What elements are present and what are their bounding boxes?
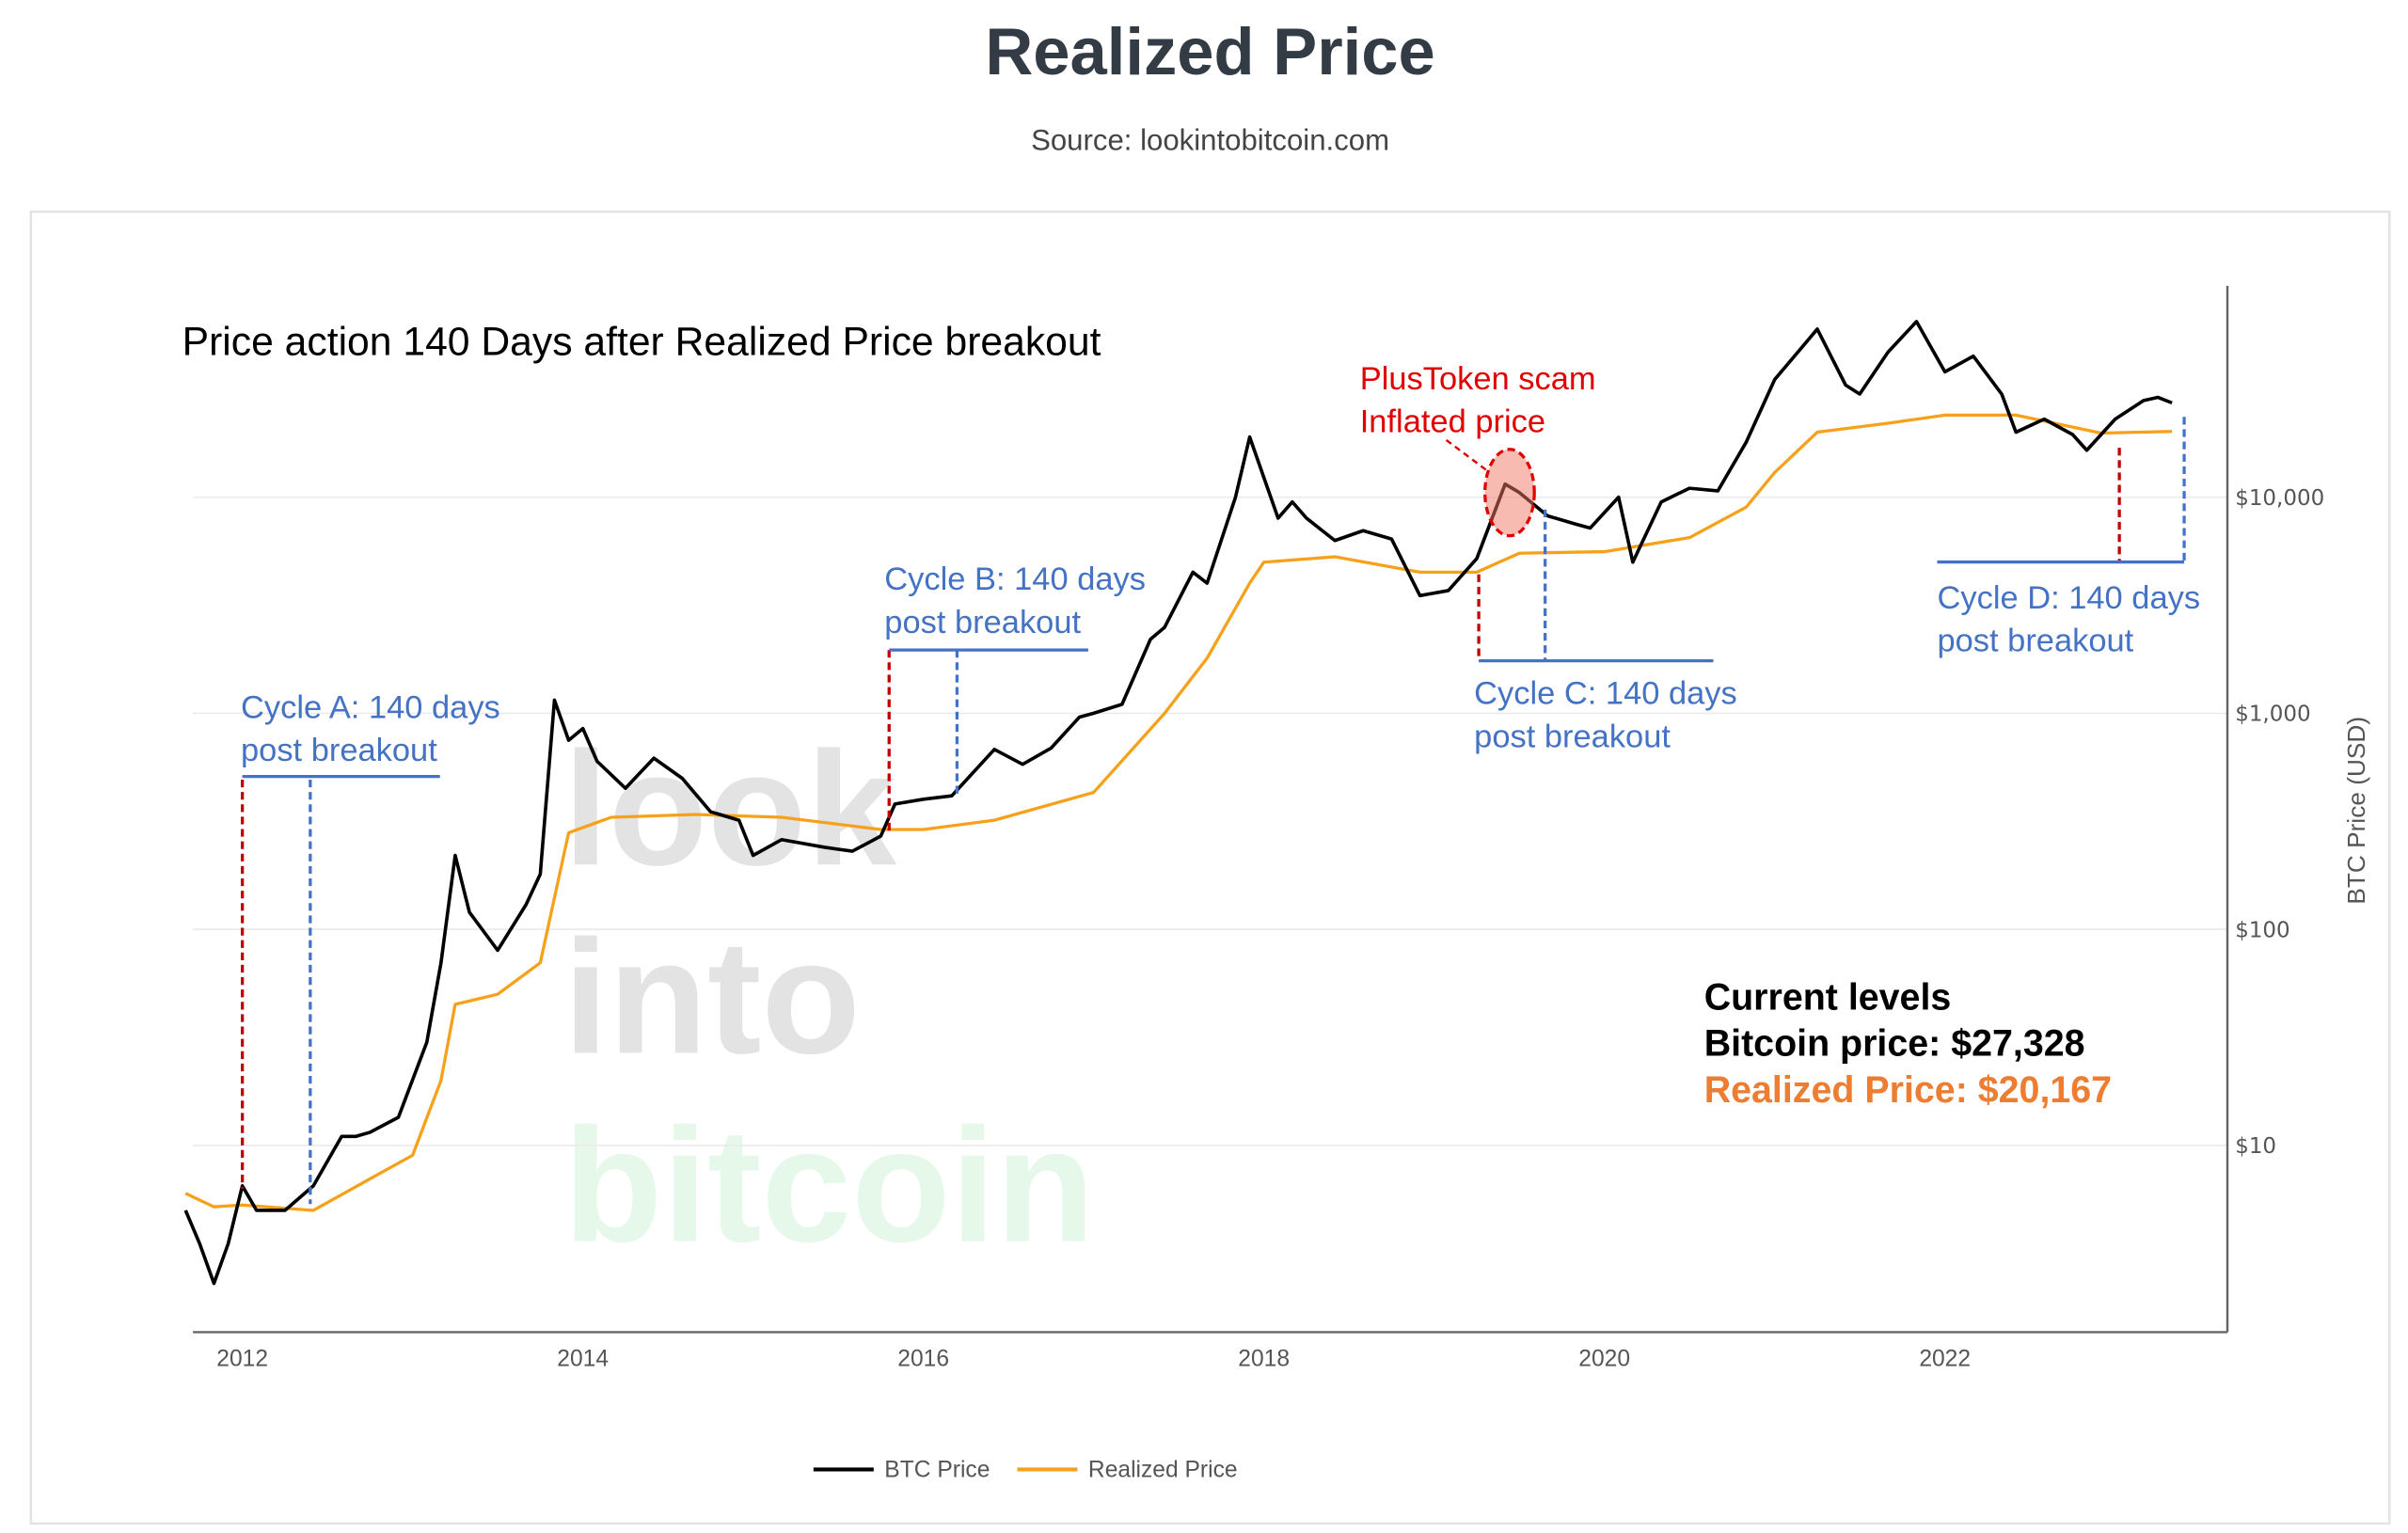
legend-item-btc-price[interactable]: BTC Price: [813, 1458, 990, 1483]
cycle-d-annotation: Cycle D: 140 days post breakout: [1937, 417, 2200, 659]
current-levels: Current levels Bitcoin price: $27,328 Re…: [1704, 976, 2112, 1110]
plustoken-label-1: PlusToken scam: [1360, 361, 1596, 397]
legend: BTC Price Realized Price: [813, 1458, 1238, 1483]
watermark-bitcoin: bitcoin: [563, 1095, 1095, 1276]
legend-item-realized-price[interactable]: Realized Price: [1017, 1458, 1238, 1483]
x-tick-label: 2016: [897, 1347, 949, 1372]
current-levels-title: Current levels: [1704, 976, 1952, 1018]
page-subtitle: Source: lookintobitcoin.com: [1031, 123, 1389, 156]
watermark-look: look: [563, 718, 896, 899]
x-axis-ticks: 2012 2014 2016 2018 2020 2022: [216, 1347, 1971, 1372]
cycle-d-label-2: post breakout: [1937, 624, 2133, 659]
plustoken-pointer: [1445, 438, 1491, 474]
y-tick-label: $100: [2235, 918, 2289, 942]
plustoken-label-2: Inflated price: [1360, 404, 1545, 440]
watermark-into: into: [563, 906, 861, 1087]
legend-label-btc-price: BTC Price: [884, 1458, 990, 1483]
cycle-c-label-2: post breakout: [1474, 719, 1671, 754]
current-btc-price: Bitcoin price: $27,328: [1704, 1023, 2085, 1065]
x-tick-label: 2012: [216, 1347, 268, 1372]
x-tick-label: 2018: [1238, 1347, 1290, 1372]
page-title: Realized Price: [985, 14, 1434, 88]
plustoken-highlight: [1483, 448, 1536, 538]
y-tick-label: $1,000: [2235, 703, 2310, 727]
x-tick-label: 2020: [1578, 1347, 1630, 1372]
watermark: look into bitcoin: [563, 718, 1095, 1275]
cycle-d-label-1: Cycle D: 140 days: [1937, 580, 2200, 616]
cycle-a-annotation: Cycle A: 140 days post breakout: [241, 689, 500, 1205]
cycle-a-label-1: Cycle A: 140 days: [241, 689, 500, 725]
plustoken-annotation: PlusToken scam Inflated price: [1360, 361, 1596, 538]
cycle-c-annotation: Cycle C: 140 days post breakout: [1474, 509, 1737, 754]
realized-price-line: [184, 413, 2173, 1212]
series-lines: [183, 320, 2173, 1286]
y-axis-ticks: $10 $100 $1,000 $10,000: [2235, 486, 2324, 1159]
x-tick-label: 2014: [557, 1347, 609, 1372]
cycle-b-annotation: Cycle B: 140 days post breakout: [884, 561, 1146, 834]
y-tick-label: $10: [2235, 1134, 2276, 1159]
current-realized-price: Realized Price: $20,167: [1704, 1069, 2112, 1111]
cycle-b-label-1: Cycle B: 140 days: [884, 561, 1146, 597]
chart-card: [29, 210, 2391, 1525]
y-axis-label: BTC Price (USD): [2342, 717, 2370, 905]
y-tick-label: $10,000: [2235, 486, 2324, 511]
x-tick-label: 2022: [1919, 1347, 1971, 1372]
btc-price-line: [183, 320, 2173, 1286]
cycle-c-label-1: Cycle C: 140 days: [1474, 676, 1737, 712]
chart-title: Price action 140 Days after Realized Pri…: [182, 320, 1101, 365]
legend-label-realized-price: Realized Price: [1088, 1458, 1238, 1483]
gridlines: [193, 496, 2227, 1146]
cycle-b-label-2: post breakout: [884, 605, 1081, 640]
cycle-a-label-2: post breakout: [241, 733, 437, 768]
